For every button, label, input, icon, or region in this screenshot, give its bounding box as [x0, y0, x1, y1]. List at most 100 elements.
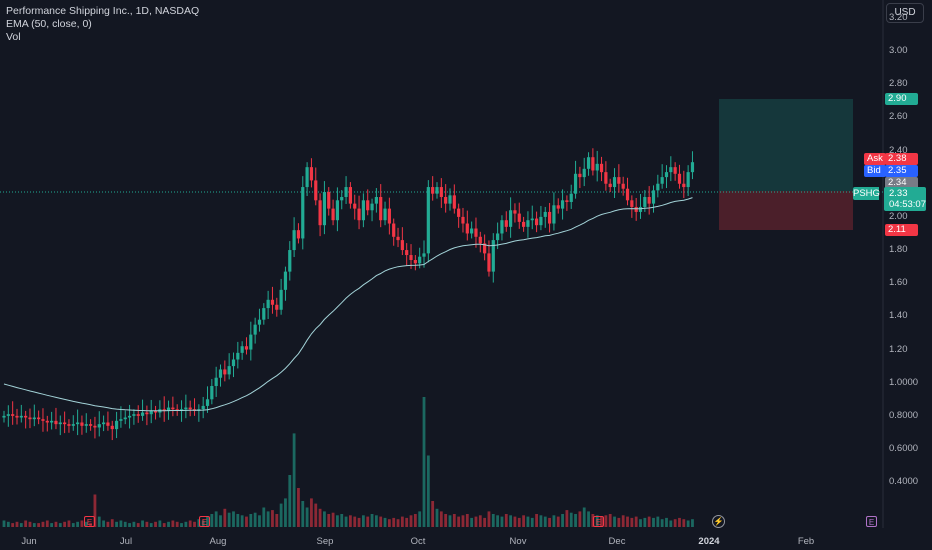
volume-bar — [41, 521, 45, 527]
volume-bar — [327, 514, 331, 527]
volume-bar — [426, 455, 430, 527]
candle-body — [582, 168, 586, 178]
candle-body — [465, 223, 469, 234]
volume-bar — [496, 515, 500, 527]
symbol-title[interactable]: Performance Shipping Inc., 1D, NASDAQ — [6, 5, 200, 17]
volume-bar — [435, 508, 439, 527]
candle-body — [526, 220, 530, 227]
volume-bar — [318, 508, 322, 527]
candle-body — [344, 187, 348, 198]
volume-bar — [266, 511, 270, 527]
volume-bar — [71, 523, 75, 527]
earnings-marker[interactable]: E — [866, 516, 877, 527]
price-tick-label: 2.60 — [889, 111, 908, 123]
volume-bar — [171, 520, 175, 527]
candle-body — [617, 177, 621, 184]
volume-bar — [587, 511, 590, 527]
volume-indicator-label[interactable]: Vol — [6, 31, 21, 43]
volume-bar — [548, 517, 551, 527]
earnings-marker[interactable]: E — [84, 516, 95, 527]
ema-indicator-label[interactable]: EMA (50, close, 0) — [6, 18, 92, 30]
candle-body — [418, 256, 422, 264]
ema-line[interactable] — [3, 197, 693, 412]
take-profit-price-label: 2.90 — [885, 93, 918, 105]
volume-bar — [245, 516, 248, 527]
volume-bar — [158, 520, 162, 527]
currency-selector[interactable]: USD — [886, 3, 924, 23]
volume-bar — [236, 514, 240, 527]
volume-bar — [67, 520, 71, 527]
price-tick-label: 0.8000 — [889, 409, 919, 421]
candle-body — [166, 407, 171, 411]
candle-body — [487, 253, 491, 272]
volume-bar — [660, 519, 664, 527]
earnings-marker[interactable]: E — [199, 516, 210, 527]
candle-body — [171, 407, 175, 410]
candle-body — [686, 172, 690, 188]
candle-body — [396, 236, 400, 241]
volume-bar — [621, 515, 625, 527]
candle-body — [547, 211, 552, 224]
volume-bar — [530, 517, 534, 527]
candle-body — [236, 352, 240, 360]
price-tick-label: 3.00 — [889, 45, 908, 57]
volume-bar — [210, 514, 214, 527]
volume-bar — [180, 523, 183, 527]
volume-bar — [418, 511, 422, 527]
candle-body — [32, 417, 36, 420]
candle-body — [552, 205, 556, 224]
candle-body — [682, 183, 686, 188]
candle-body — [357, 208, 361, 221]
volume-bar — [474, 516, 478, 527]
price-tick-label: 0.4000 — [889, 476, 919, 488]
volume-bar — [569, 512, 573, 527]
volume-bar — [405, 517, 409, 527]
volume-bar — [604, 515, 608, 527]
candle-body — [353, 203, 357, 209]
take-profit-zone[interactable] — [719, 99, 853, 191]
candle-body — [184, 407, 188, 410]
volume-bar — [340, 514, 344, 527]
volume-bar — [422, 397, 426, 527]
price-tick-label: 1.60 — [889, 277, 908, 289]
candle-body — [24, 415, 28, 418]
volume-bar — [128, 523, 131, 527]
volume-bar — [673, 519, 677, 527]
candle-body — [110, 425, 114, 430]
candle-body — [257, 319, 262, 325]
lightning-icon[interactable]: ⚡ — [712, 515, 725, 528]
volume-bar — [292, 433, 296, 527]
volume-bar — [219, 515, 222, 527]
volume-bar — [76, 521, 80, 527]
candle-body — [669, 167, 673, 173]
volume-bar — [214, 511, 218, 527]
candle-body — [266, 299, 270, 309]
candle-body — [461, 216, 465, 224]
earnings-marker[interactable]: E — [593, 516, 604, 527]
volume-bar — [344, 516, 348, 527]
volume-bar — [331, 512, 335, 527]
volume-bar — [392, 517, 396, 527]
volume-bar — [383, 517, 387, 527]
volume-bar — [310, 498, 313, 527]
volume-bar — [201, 520, 205, 527]
time-tick-label: Jul — [119, 536, 133, 547]
price-tick-label: 3.20 — [889, 11, 908, 23]
candle-body — [76, 422, 80, 425]
candle-body — [296, 230, 301, 239]
candle-body — [483, 243, 487, 254]
volume-bar — [297, 488, 300, 527]
stop-loss-zone[interactable] — [719, 191, 853, 230]
candle-body — [283, 271, 288, 290]
candle-body — [145, 412, 149, 415]
candle-body — [439, 187, 443, 198]
candle-body — [413, 260, 417, 264]
candle-body — [331, 208, 335, 221]
volume-bar — [193, 521, 196, 527]
volume-bar — [595, 515, 599, 527]
volume-bar — [115, 521, 118, 527]
candle-body — [578, 173, 582, 178]
price-tick-label: 0.6000 — [889, 443, 919, 455]
volume-bar — [223, 508, 227, 527]
